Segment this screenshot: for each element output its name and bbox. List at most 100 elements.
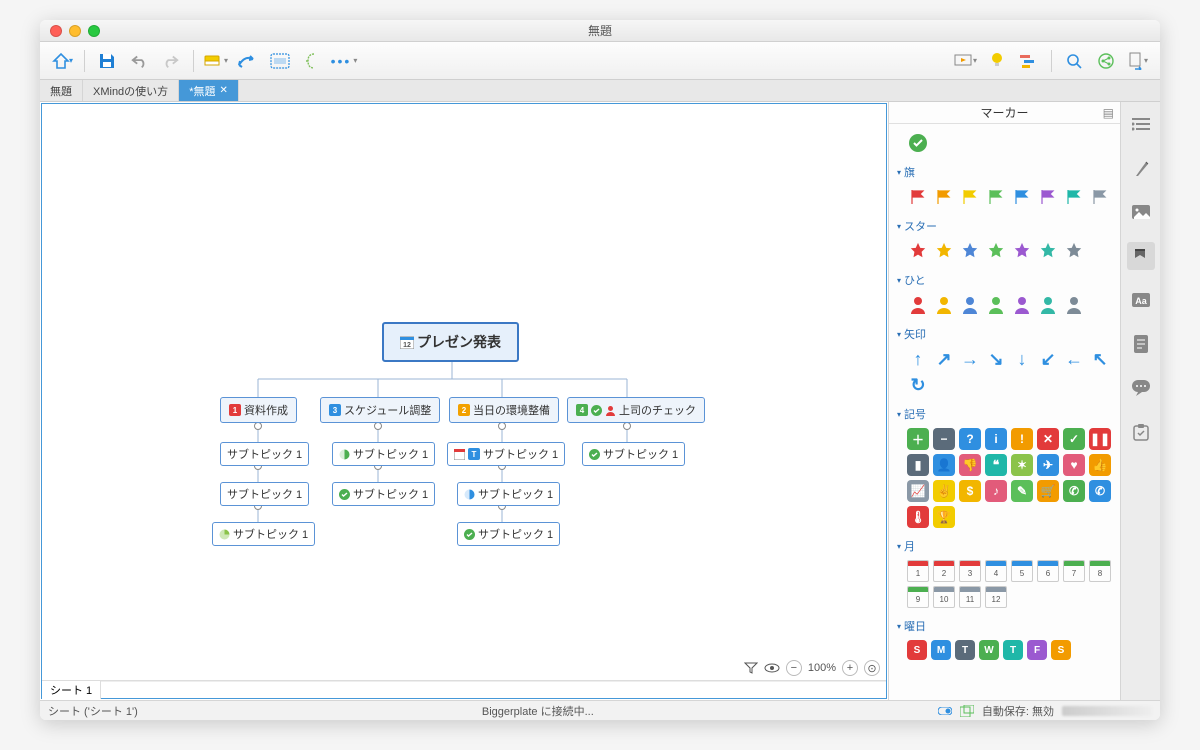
tab-howto[interactable]: XMindの使い方 <box>83 80 179 101</box>
marker-arrow[interactable]: ↖ <box>1089 348 1111 370</box>
main-topic-1[interactable]: 3 スケジュール調整 <box>320 397 440 423</box>
marker-symbol[interactable]: 👤 <box>933 454 955 476</box>
relationship-button[interactable] <box>234 47 262 75</box>
marker-flag[interactable] <box>1089 186 1111 208</box>
marker-month[interactable]: 12 <box>985 586 1007 608</box>
marker-month[interactable]: 2 <box>933 560 955 582</box>
marker-symbol[interactable]: ✕ <box>1037 428 1059 450</box>
share-button[interactable] <box>1092 47 1120 75</box>
marker-star[interactable] <box>959 240 981 262</box>
marker-symbol[interactable]: $ <box>959 480 981 502</box>
marker-symbol[interactable]: 📈 <box>907 480 929 502</box>
collapse-handle[interactable] <box>254 422 262 430</box>
marker-person[interactable] <box>959 294 981 316</box>
marker-symbol[interactable]: ♥ <box>1063 454 1085 476</box>
collapse-handle[interactable] <box>623 422 631 430</box>
close-window-button[interactable] <box>50 25 62 37</box>
marker-flag[interactable] <box>1037 186 1059 208</box>
marker-symbol[interactable]: ? <box>959 428 981 450</box>
marker-dow[interactable]: S <box>907 640 927 660</box>
marker-symbol[interactable]: ✈ <box>1037 454 1059 476</box>
marker-month[interactable]: 7 <box>1063 560 1085 582</box>
marker-symbol[interactable]: 🛒 <box>1037 480 1059 502</box>
marker-symbol[interactable]: ♪ <box>985 480 1007 502</box>
marker-star[interactable] <box>985 240 1007 262</box>
subtopic[interactable]: サブトピック 1 <box>457 482 560 506</box>
marker-symbol[interactable]: 👍 <box>1089 454 1111 476</box>
mindmap-canvas[interactable]: 12 プレゼン発表 1 資料作成 3 スケジュール調整 2 当日の環境整備 <box>42 104 886 680</box>
section-arrows[interactable]: 矢印 <box>897 326 1112 342</box>
more-button[interactable]: •••▾ <box>330 47 358 75</box>
font-icon[interactable]: Aa <box>1127 286 1155 314</box>
eye-icon[interactable] <box>764 663 780 673</box>
zoom-in-button[interactable]: + <box>842 660 858 676</box>
sheet-tab[interactable]: シート 1 <box>42 681 101 699</box>
marker-symbol[interactable]: ✎ <box>1011 480 1033 502</box>
marker-dow[interactable]: T <box>1003 640 1023 660</box>
format-icon[interactable] <box>1127 154 1155 182</box>
comments-icon[interactable] <box>1127 374 1155 402</box>
filter-icon[interactable] <box>744 662 758 674</box>
marker-star[interactable] <box>933 240 955 262</box>
marker-dow[interactable]: T <box>955 640 975 660</box>
marker-flag[interactable] <box>985 186 1007 208</box>
main-topic-3[interactable]: 4 上司のチェック <box>567 397 705 423</box>
marker-month[interactable]: 5 <box>1011 560 1033 582</box>
zoom-window-button[interactable] <box>88 25 100 37</box>
subtopic[interactable]: T サブトピック 1 <box>447 442 565 466</box>
marker-flag[interactable] <box>907 186 929 208</box>
subtopic[interactable]: サブトピック 1 <box>220 482 309 506</box>
subtopic[interactable]: サブトピック 1 <box>457 522 560 546</box>
redo-button[interactable] <box>157 47 185 75</box>
marker-month[interactable]: 11 <box>959 586 981 608</box>
marker-symbol[interactable]: ✌ <box>933 480 955 502</box>
tab-close-icon[interactable]: ✕ <box>219 85 227 96</box>
marker-month[interactable]: 8 <box>1089 560 1111 582</box>
gantt-button[interactable] <box>1015 47 1043 75</box>
marker-dow[interactable]: W <box>979 640 999 660</box>
marker-arrow[interactable]: ↓ <box>1011 348 1033 370</box>
marker-month[interactable]: 9 <box>907 586 929 608</box>
marker-arrow[interactable]: ↘ <box>985 348 1007 370</box>
marker-arrow[interactable]: ← <box>1063 348 1085 370</box>
marker-flag[interactable] <box>933 186 955 208</box>
section-people[interactable]: ひと <box>897 272 1112 288</box>
marker-symbol[interactable]: ✶ <box>1011 454 1033 476</box>
marker-arrow[interactable]: ↗ <box>933 348 955 370</box>
marker-flag[interactable] <box>959 186 981 208</box>
section-stars[interactable]: スター <box>897 218 1112 234</box>
search-button[interactable] <box>1060 47 1088 75</box>
subtopic[interactable]: サブトピック 1 <box>582 442 685 466</box>
save-button[interactable] <box>93 47 121 75</box>
collapse-handle[interactable] <box>498 422 506 430</box>
marker-symbol[interactable]: i <box>985 428 1007 450</box>
marker-month[interactable]: 6 <box>1037 560 1059 582</box>
marker-person[interactable] <box>1011 294 1033 316</box>
topic-button[interactable]: ▾ <box>202 47 230 75</box>
home-button[interactable]: ▾ <box>48 47 76 75</box>
panel-menu-icon[interactable]: ▤ <box>1103 106 1114 120</box>
image-icon[interactable] <box>1127 198 1155 226</box>
marker-star[interactable] <box>1063 240 1085 262</box>
section-flags[interactable]: 旗 <box>897 164 1112 180</box>
undo-button[interactable] <box>125 47 153 75</box>
marker-symbol[interactable]: ▮ <box>907 454 929 476</box>
marker-symbol[interactable]: ❝ <box>985 454 1007 476</box>
zoom-out-button[interactable]: − <box>786 660 802 676</box>
tab-untitled[interactable]: 無題 <box>40 80 83 101</box>
tab-untitled-modified[interactable]: *無題✕ <box>179 80 239 101</box>
subtopic[interactable]: サブトピック 1 <box>212 522 315 546</box>
marker-check[interactable] <box>907 132 929 154</box>
marker-dow[interactable]: M <box>931 640 951 660</box>
marker-arrow[interactable]: ↑ <box>907 348 929 370</box>
brainstorm-button[interactable] <box>983 47 1011 75</box>
task-icon[interactable] <box>1127 418 1155 446</box>
main-topic-0[interactable]: 1 資料作成 <box>220 397 297 423</box>
marker-star[interactable] <box>1037 240 1059 262</box>
marker-month[interactable]: 3 <box>959 560 981 582</box>
marker-person[interactable] <box>933 294 955 316</box>
marker-symbol[interactable]: ✓ <box>1063 428 1085 450</box>
export-button[interactable]: ▾ <box>1124 47 1152 75</box>
marker-symbol[interactable]: ❚❚ <box>1089 428 1111 450</box>
subtopic[interactable]: サブトピック 1 <box>332 442 435 466</box>
